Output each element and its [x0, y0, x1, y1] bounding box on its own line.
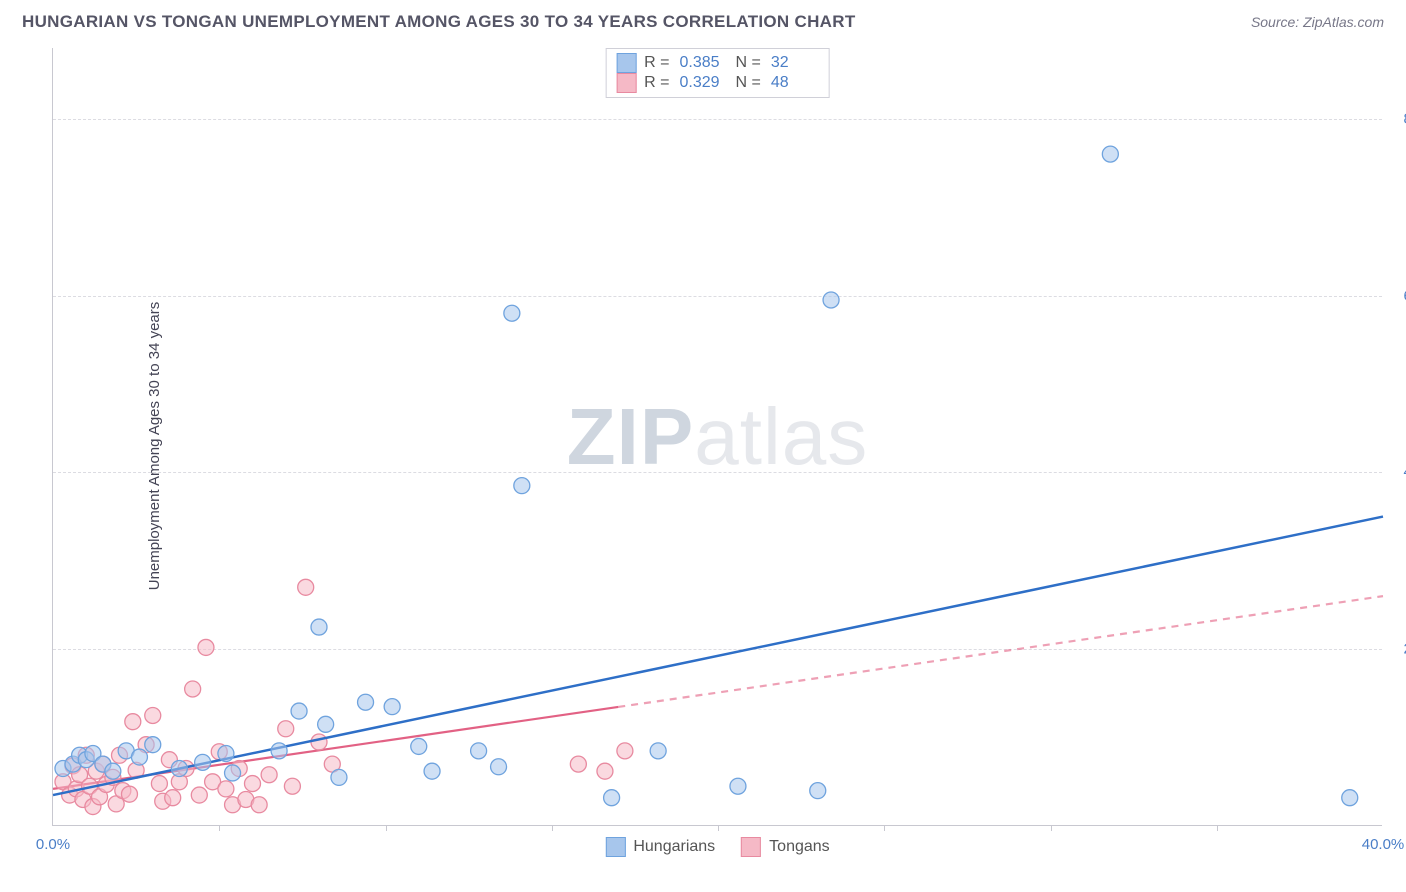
swatch-hungarians-b — [605, 837, 625, 857]
data-point — [185, 681, 201, 697]
data-point — [411, 738, 427, 754]
y-tick-label: 80.0% — [1390, 110, 1406, 127]
data-point — [617, 743, 633, 759]
swatch-tongans — [616, 73, 636, 93]
data-point — [131, 749, 147, 765]
data-point — [597, 763, 613, 779]
data-point — [121, 786, 137, 802]
legend-row-hungarians: R = 0.385 N = 32 — [616, 53, 819, 73]
data-point — [291, 703, 307, 719]
x-minor-tick — [386, 825, 387, 831]
data-point — [810, 783, 826, 799]
data-point — [171, 761, 187, 777]
data-point — [105, 763, 121, 779]
data-point — [318, 716, 334, 732]
y-tick-label: 40.0% — [1390, 464, 1406, 481]
legend-item-tongans: Tongans — [741, 837, 830, 857]
trend-solid — [53, 517, 1383, 795]
r-label: R = — [644, 74, 669, 92]
data-point — [424, 763, 440, 779]
data-point — [125, 714, 141, 730]
n-label: N = — [736, 54, 761, 72]
legend-label-tongans: Tongans — [769, 838, 830, 856]
series-legend: Hungarians Tongans — [605, 837, 829, 857]
chart-plot-area: ZIPatlas R = 0.385 N = 32 R = 0.329 N = … — [52, 48, 1382, 826]
data-point — [271, 743, 287, 759]
data-point — [198, 639, 214, 655]
n-value-tongans: 48 — [771, 74, 819, 92]
data-point — [1342, 790, 1358, 806]
data-point — [145, 707, 161, 723]
data-point — [730, 778, 746, 794]
swatch-tongans-b — [741, 837, 761, 857]
data-point — [384, 699, 400, 715]
r-value-hungarians: 0.385 — [680, 54, 728, 72]
legend-row-tongans: R = 0.329 N = 48 — [616, 73, 819, 93]
data-point — [195, 754, 211, 770]
data-point — [251, 797, 267, 813]
data-point — [218, 746, 234, 762]
chart-title: HUNGARIAN VS TONGAN UNEMPLOYMENT AMONG A… — [22, 12, 856, 32]
data-point — [311, 734, 327, 750]
data-point — [165, 790, 181, 806]
data-point — [358, 694, 374, 710]
legend-item-hungarians: Hungarians — [605, 837, 715, 857]
data-point — [278, 721, 294, 737]
n-label: N = — [736, 74, 761, 92]
data-point — [245, 776, 261, 792]
data-point — [570, 756, 586, 772]
scatter-svg — [53, 48, 1382, 825]
data-point — [261, 767, 277, 783]
data-point — [471, 743, 487, 759]
data-point — [218, 781, 234, 797]
data-point — [151, 776, 167, 792]
data-point — [604, 790, 620, 806]
data-point — [331, 769, 347, 785]
data-point — [225, 765, 241, 781]
x-minor-tick — [1217, 825, 1218, 831]
data-point — [1102, 146, 1118, 162]
y-tick-label: 60.0% — [1390, 287, 1406, 304]
r-value-tongans: 0.329 — [680, 74, 728, 92]
x-tick-label: 0.0% — [36, 836, 70, 853]
x-minor-tick — [219, 825, 220, 831]
x-tick-label: 40.0% — [1362, 836, 1405, 853]
legend-label-hungarians: Hungarians — [633, 838, 715, 856]
data-point — [145, 737, 161, 753]
data-point — [298, 579, 314, 595]
y-tick-label: 20.0% — [1390, 641, 1406, 658]
swatch-hungarians — [616, 53, 636, 73]
correlation-legend: R = 0.385 N = 32 R = 0.329 N = 48 — [605, 48, 830, 98]
data-point — [191, 787, 207, 803]
chart-header: HUNGARIAN VS TONGAN UNEMPLOYMENT AMONG A… — [0, 0, 1406, 40]
data-point — [284, 778, 300, 794]
data-point — [823, 292, 839, 308]
data-point — [514, 478, 530, 494]
x-minor-tick — [718, 825, 719, 831]
data-point — [504, 305, 520, 321]
x-minor-tick — [884, 825, 885, 831]
x-minor-tick — [552, 825, 553, 831]
r-label: R = — [644, 54, 669, 72]
data-point — [491, 759, 507, 775]
n-value-hungarians: 32 — [771, 54, 819, 72]
data-point — [311, 619, 327, 635]
source-label: Source: ZipAtlas.com — [1251, 14, 1384, 30]
x-minor-tick — [1051, 825, 1052, 831]
data-point — [650, 743, 666, 759]
